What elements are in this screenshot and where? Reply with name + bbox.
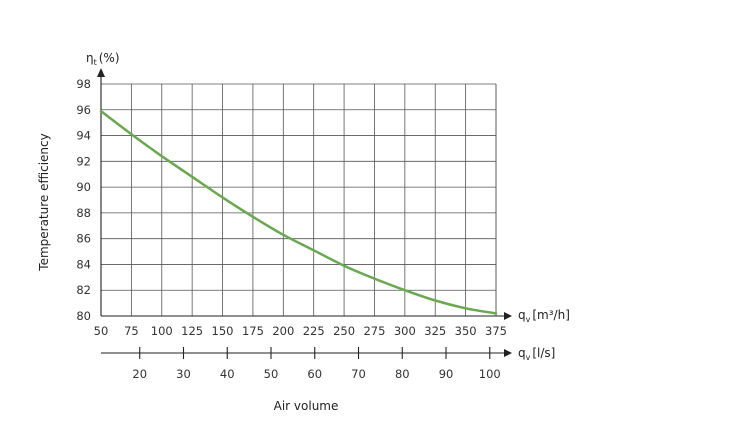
chart-grid: [101, 83, 497, 316]
x-tick-300: 300: [394, 324, 416, 338]
y-tick-90: 90: [76, 180, 91, 194]
y-tick-86: 86: [76, 232, 91, 246]
series-line-0: [99, 109, 498, 315]
y-axis-side-label: Temperature efficiency: [37, 133, 51, 271]
x-tick-350: 350: [455, 324, 477, 338]
y-tick-98: 98: [76, 77, 91, 91]
y-axis-arrow: [97, 68, 105, 77]
x-tick-325: 325: [424, 324, 446, 338]
y-axis-label: ηt (%): [86, 51, 120, 67]
x-axis-label-ls: qv [l/s]: [518, 346, 555, 362]
x-tick-125: 125: [181, 324, 203, 338]
x2-tick-50: 50: [264, 367, 279, 381]
x2-tick-80: 80: [395, 367, 410, 381]
x2-tick-90: 90: [439, 367, 454, 381]
chart-series: [99, 109, 498, 315]
x-tick-100: 100: [151, 324, 173, 338]
x-tick-labels-ls: 20 30 40 50 60 70 80 90 100: [132, 347, 501, 381]
x-tick-labels-m3h: 50 75 100 125 150 175 200 225 250 275 300 325 350 375: [94, 324, 507, 338]
x2-tick-20: 20: [132, 367, 147, 381]
x-tick-150: 150: [212, 324, 234, 338]
x2-tick-30: 30: [176, 367, 191, 381]
x2-axis-arrow: [504, 349, 512, 357]
x2-tick-40: 40: [220, 367, 235, 381]
y-tick-94: 94: [76, 129, 91, 143]
x2-tick-70: 70: [351, 367, 366, 381]
x2-tick-100: 100: [479, 367, 501, 381]
x-tick-50: 50: [94, 324, 109, 338]
y-tick-88: 88: [76, 206, 91, 220]
y-tick-92: 92: [76, 154, 91, 168]
x-tick-200: 200: [272, 324, 294, 338]
x-axis-title: Air volume: [274, 399, 339, 413]
x-tick-75: 75: [124, 324, 139, 338]
x-tick-175: 175: [242, 324, 264, 338]
y-tick-80: 80: [76, 309, 91, 323]
x-tick-225: 225: [303, 324, 325, 338]
y-tick-84: 84: [76, 257, 91, 271]
x-tick-250: 250: [333, 324, 355, 338]
x-axis-label-m3h: qv [m³/h]: [518, 308, 570, 324]
x-tick-275: 275: [363, 324, 385, 338]
x2-tick-60: 60: [307, 367, 322, 381]
chart-axes: [97, 68, 512, 357]
x-axis-arrow: [504, 312, 512, 320]
y-tick-82: 82: [76, 283, 91, 297]
x-tick-375: 375: [485, 324, 507, 338]
y-tick-96: 96: [76, 103, 91, 117]
y-tick-labels: 80 82 84 86 88 90 92 94 96 98: [76, 77, 91, 323]
